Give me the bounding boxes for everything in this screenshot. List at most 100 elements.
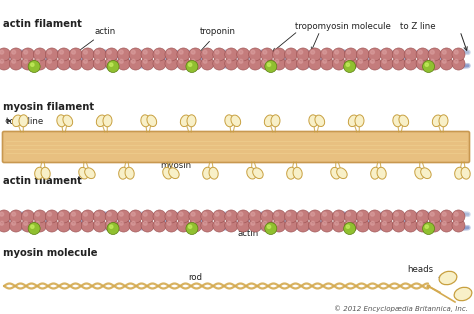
Circle shape (201, 57, 214, 70)
Ellipse shape (421, 168, 431, 179)
Circle shape (0, 59, 4, 63)
Circle shape (93, 219, 106, 232)
Circle shape (419, 221, 422, 225)
Circle shape (251, 212, 255, 216)
Circle shape (24, 221, 27, 225)
Circle shape (60, 221, 64, 225)
Circle shape (28, 61, 40, 73)
Circle shape (275, 212, 279, 216)
Text: actin: actin (238, 222, 259, 239)
Circle shape (69, 57, 82, 70)
Circle shape (323, 50, 327, 54)
Text: actin filament: actin filament (3, 176, 82, 186)
Circle shape (165, 219, 178, 232)
Circle shape (344, 48, 357, 61)
Circle shape (261, 219, 273, 232)
Circle shape (383, 221, 386, 225)
Circle shape (46, 48, 58, 61)
Circle shape (36, 221, 39, 225)
Circle shape (346, 225, 349, 228)
Circle shape (358, 212, 363, 216)
Circle shape (422, 223, 435, 235)
Circle shape (311, 50, 315, 54)
Circle shape (404, 210, 417, 223)
Circle shape (273, 219, 285, 232)
Circle shape (309, 210, 321, 223)
Circle shape (179, 50, 183, 54)
Circle shape (265, 223, 277, 235)
Circle shape (452, 57, 465, 70)
Circle shape (93, 48, 106, 61)
Circle shape (81, 219, 94, 232)
Circle shape (442, 212, 446, 216)
Circle shape (105, 219, 118, 232)
Circle shape (239, 50, 243, 54)
Ellipse shape (432, 115, 442, 127)
Circle shape (368, 210, 381, 223)
Circle shape (383, 212, 386, 216)
Circle shape (69, 48, 82, 61)
Circle shape (9, 57, 22, 70)
Ellipse shape (35, 167, 44, 179)
Ellipse shape (12, 115, 22, 127)
Circle shape (93, 210, 106, 223)
Circle shape (60, 50, 64, 54)
Text: actin filament: actin filament (3, 19, 82, 29)
Circle shape (131, 59, 135, 63)
Circle shape (249, 57, 262, 70)
Circle shape (83, 59, 87, 63)
Ellipse shape (118, 167, 128, 179)
Circle shape (428, 219, 441, 232)
Circle shape (46, 210, 58, 223)
Circle shape (227, 212, 231, 216)
Circle shape (179, 221, 183, 225)
Circle shape (167, 50, 171, 54)
Ellipse shape (79, 167, 88, 179)
Ellipse shape (331, 167, 340, 179)
Circle shape (273, 48, 285, 61)
Circle shape (452, 48, 465, 61)
Circle shape (47, 212, 52, 216)
Circle shape (332, 219, 346, 232)
Circle shape (72, 59, 75, 63)
Circle shape (267, 225, 271, 228)
Circle shape (380, 210, 393, 223)
Ellipse shape (393, 115, 402, 127)
Ellipse shape (293, 167, 302, 179)
Circle shape (356, 219, 369, 232)
Circle shape (81, 210, 94, 223)
Circle shape (0, 210, 10, 223)
Circle shape (83, 221, 87, 225)
FancyBboxPatch shape (2, 132, 470, 163)
Circle shape (263, 212, 267, 216)
Circle shape (299, 50, 303, 54)
Circle shape (356, 48, 369, 61)
Ellipse shape (348, 115, 358, 127)
Circle shape (95, 221, 100, 225)
Circle shape (320, 57, 333, 70)
Circle shape (425, 63, 428, 66)
Circle shape (368, 57, 381, 70)
Circle shape (371, 50, 374, 54)
Circle shape (425, 225, 428, 228)
Circle shape (24, 212, 27, 216)
Circle shape (117, 210, 130, 223)
Circle shape (0, 212, 4, 216)
Circle shape (392, 48, 405, 61)
Circle shape (186, 223, 198, 235)
Circle shape (323, 221, 327, 225)
Circle shape (261, 48, 273, 61)
Circle shape (72, 212, 75, 216)
Circle shape (9, 48, 22, 61)
Circle shape (189, 219, 202, 232)
Circle shape (153, 57, 166, 70)
Ellipse shape (85, 168, 95, 179)
Circle shape (344, 61, 356, 73)
Circle shape (394, 59, 398, 63)
Circle shape (356, 57, 369, 70)
Circle shape (237, 57, 250, 70)
Circle shape (309, 48, 321, 61)
Circle shape (275, 221, 279, 225)
Circle shape (155, 59, 159, 63)
Ellipse shape (454, 287, 472, 301)
